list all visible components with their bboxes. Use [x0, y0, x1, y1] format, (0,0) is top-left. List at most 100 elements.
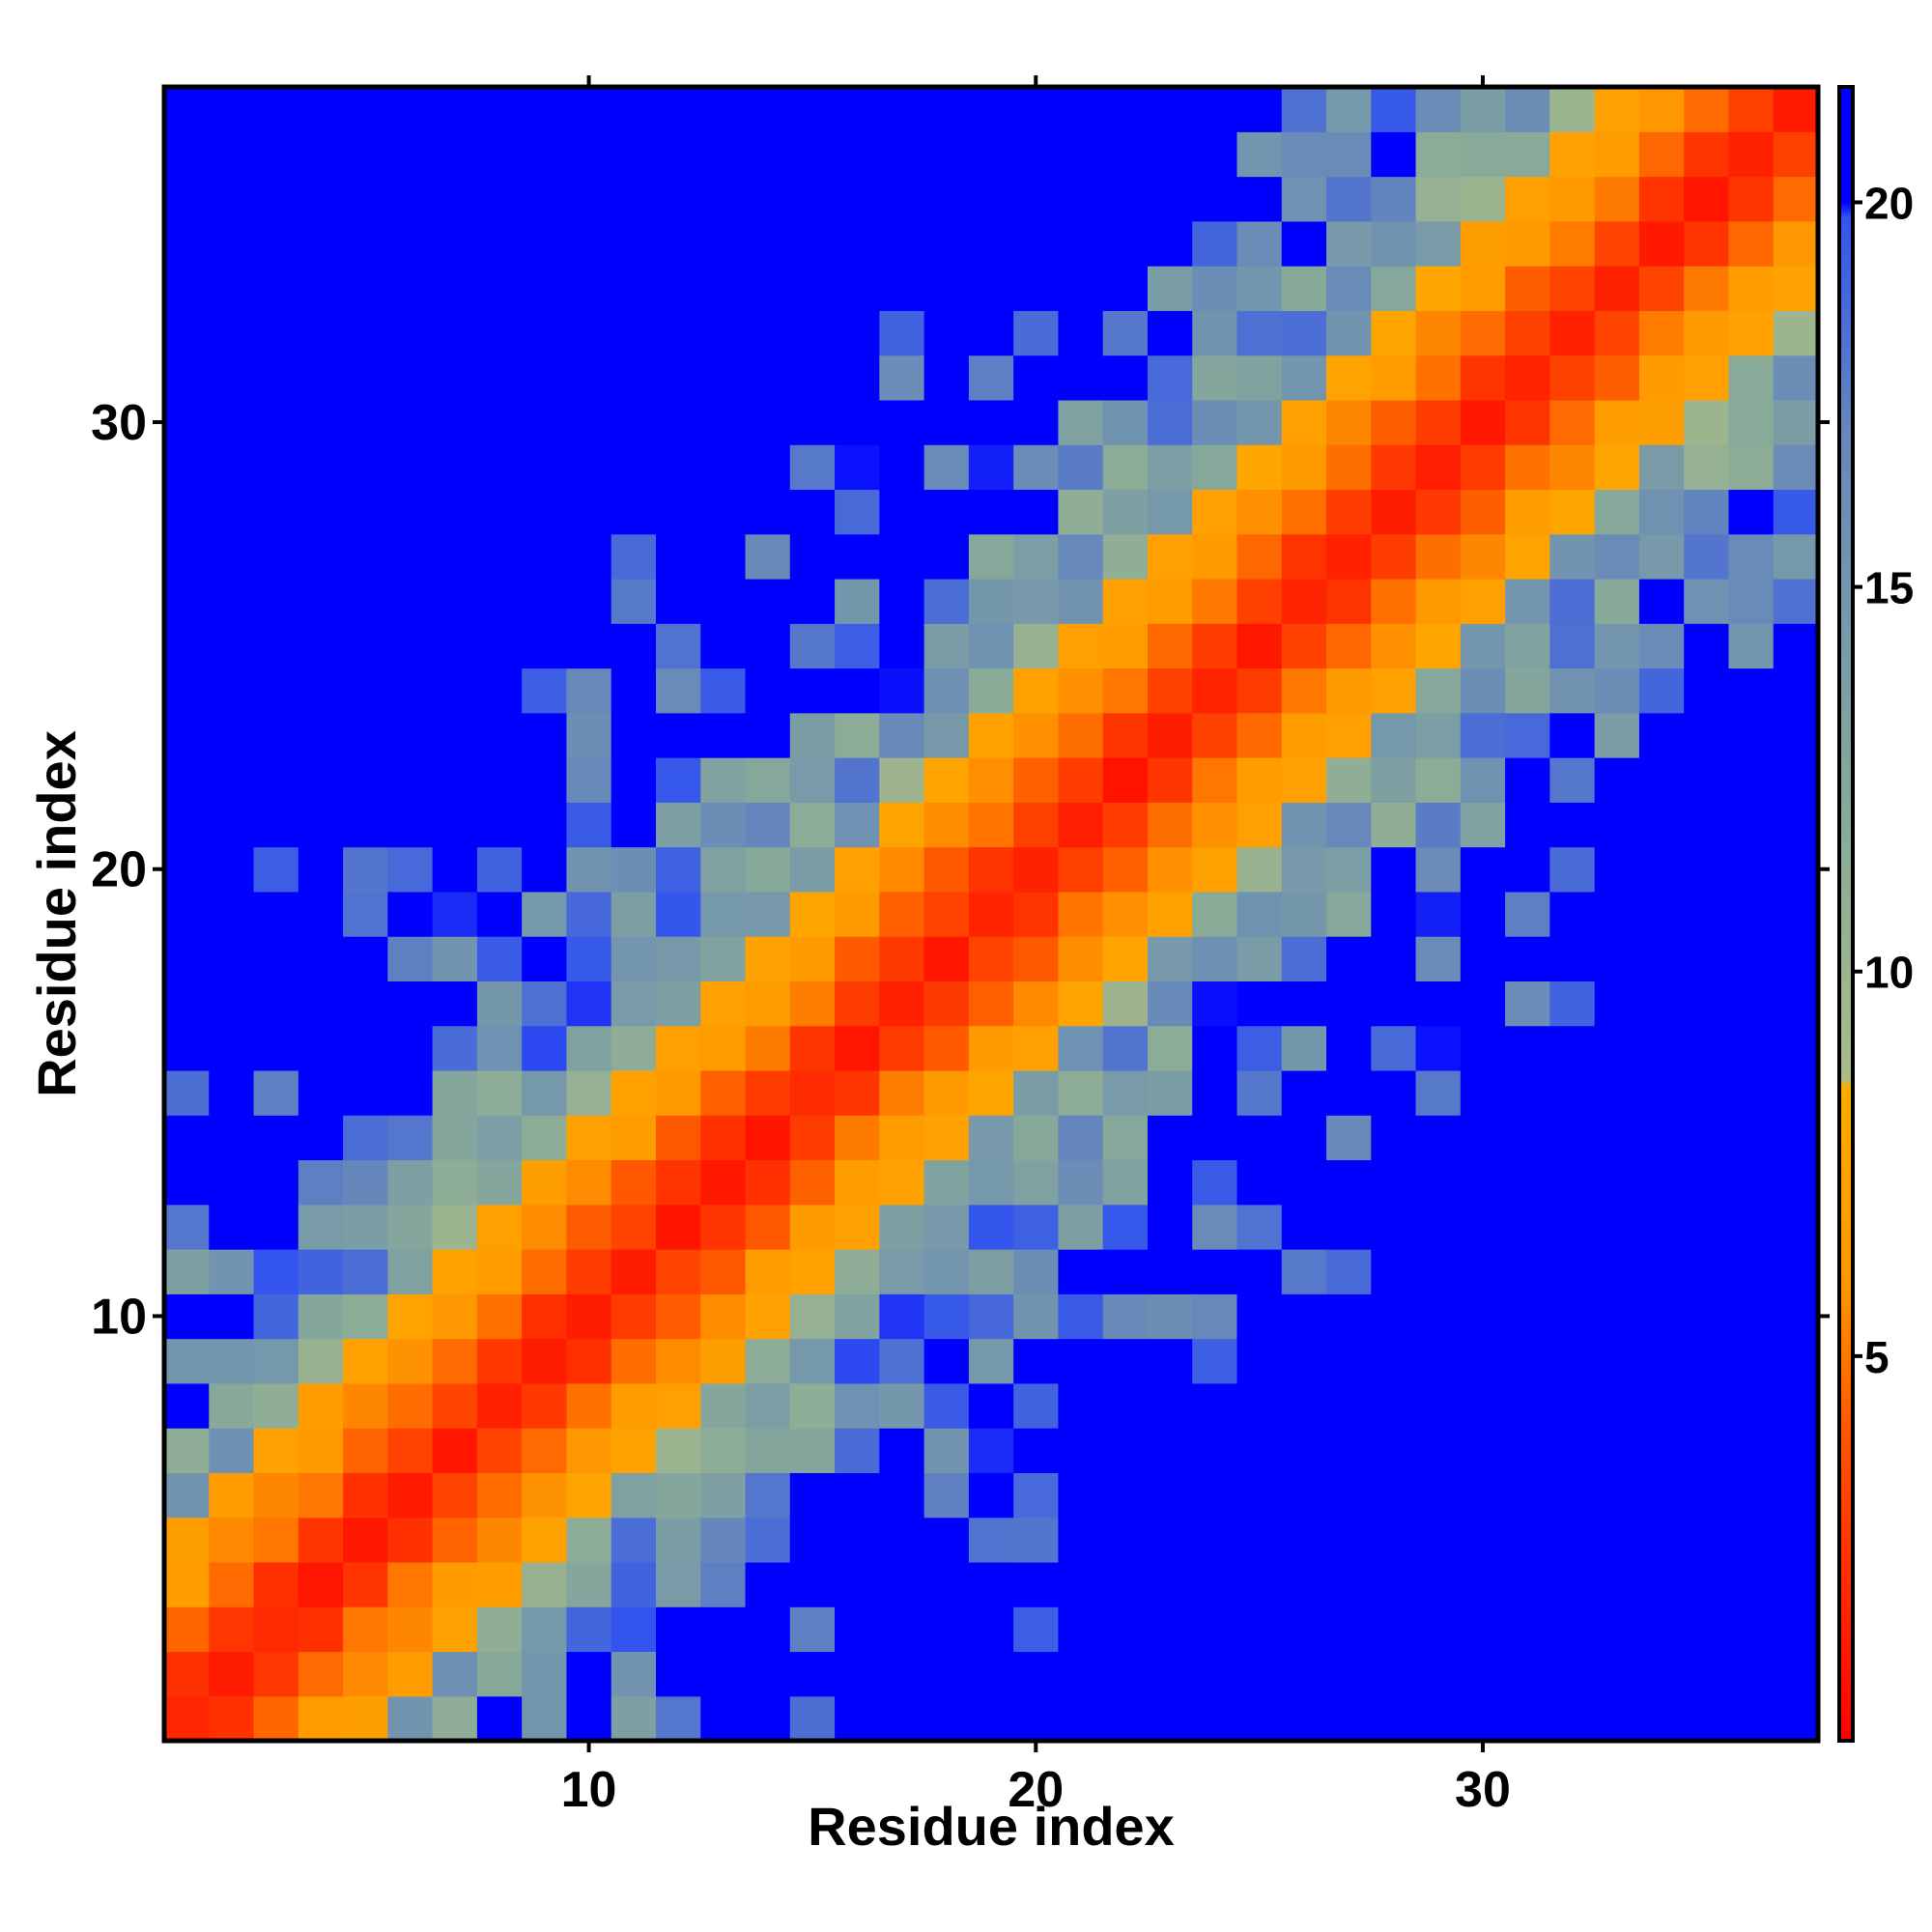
heatmap-cell: [1684, 87, 1730, 132]
heatmap-cell: [923, 310, 970, 356]
heatmap-cell: [1773, 936, 1819, 982]
heatmap-cell: [1326, 1115, 1372, 1161]
heatmap-cell: [1192, 712, 1238, 758]
heatmap-cell: [522, 444, 568, 491]
heatmap-cell: [835, 176, 880, 222]
heatmap-cell: [745, 1472, 791, 1519]
heatmap-cell: [655, 176, 701, 222]
heatmap-cell: [1371, 1338, 1417, 1384]
heatmap-cell: [1415, 802, 1462, 848]
heatmap-cell: [432, 623, 478, 669]
heatmap-cell: [1147, 623, 1193, 669]
heatmap-cell: [1684, 1651, 1730, 1697]
heatmap-cell: [655, 1338, 701, 1384]
heatmap-cell: [522, 1517, 568, 1563]
heatmap-cell: [611, 1025, 657, 1071]
heatmap-cell: [789, 1338, 836, 1384]
heatmap-cell: [611, 1561, 657, 1607]
heatmap-cell: [253, 266, 299, 311]
heatmap-cell: [1638, 712, 1685, 758]
heatmap-cell: [1460, 87, 1506, 132]
heatmap-cell: [1281, 1382, 1327, 1429]
heatmap-cell: [923, 668, 970, 714]
heatmap-cell: [253, 444, 299, 491]
heatmap-cell: [1281, 891, 1327, 937]
heatmap-cell: [566, 668, 612, 714]
colorbar: [1839, 87, 1853, 1741]
heatmap-cell: [1460, 1517, 1506, 1563]
heatmap-cell: [387, 1204, 434, 1250]
heatmap-cell: [789, 266, 836, 311]
heatmap-cell: [1326, 1204, 1372, 1250]
heatmap-cell: [1236, 355, 1283, 401]
heatmap-cell: [789, 1249, 836, 1294]
heatmap-cell: [298, 1204, 344, 1250]
heatmap-cell: [566, 87, 612, 132]
heatmap-cell: [1773, 1651, 1819, 1697]
heatmap-cell: [745, 1428, 791, 1473]
heatmap-cell: [387, 355, 434, 401]
heatmap-cell: [209, 1472, 255, 1519]
heatmap-cell: [1013, 355, 1060, 401]
heatmap-cell: [566, 757, 612, 803]
heatmap-cell: [1549, 1561, 1596, 1607]
heatmap-cell: [700, 399, 747, 445]
heatmap-cell: [253, 489, 299, 535]
heatmap-cell: [476, 757, 523, 803]
heatmap-cell: [298, 355, 344, 401]
heatmap-cell: [343, 355, 388, 401]
heatmap-cell: [789, 891, 836, 937]
heatmap-cell: [1147, 176, 1193, 222]
heatmap-cell: [1684, 444, 1730, 491]
heatmap-cell: [789, 399, 836, 445]
heatmap-cell: [1460, 1115, 1506, 1161]
heatmap-cell: [1594, 355, 1640, 401]
heatmap-cell: [1460, 936, 1506, 982]
heatmap-cell: [209, 936, 255, 982]
heatmap-cell: [476, 1651, 523, 1697]
heatmap-cell: [432, 266, 478, 311]
heatmap-cell: [1728, 176, 1775, 222]
x-axis-ticks: 10 20 30: [561, 75, 1511, 1818]
heatmap-cell: [1460, 846, 1506, 893]
heatmap-cell: [432, 980, 478, 1027]
heatmap-cell: [1192, 980, 1238, 1027]
heatmap-cell: [432, 757, 478, 803]
heatmap-cell: [432, 1428, 478, 1473]
heatmap-cell: [1505, 757, 1550, 803]
heatmap-cell: [1013, 533, 1060, 580]
heatmap-cell: [343, 1517, 388, 1563]
heatmap-cell: [655, 757, 701, 803]
heatmap-cell: [1638, 1651, 1685, 1697]
heatmap-cell: [968, 1338, 1014, 1384]
heatmap-cell: [1236, 1606, 1283, 1653]
heatmap-cell: [1013, 87, 1060, 132]
heatmap-cell: [1058, 489, 1104, 535]
heatmap-cell: [1460, 891, 1506, 937]
heatmap-cell: [1102, 87, 1149, 132]
heatmap-cell: [789, 533, 836, 580]
heatmap-cell: [1684, 310, 1730, 356]
heatmap-cell: [566, 578, 612, 624]
heatmap-cell: [1281, 399, 1327, 445]
heatmap-cell: [1058, 1204, 1104, 1250]
heatmap-cell: [1549, 355, 1596, 401]
heatmap-cell: [1728, 802, 1775, 848]
heatmap-cell: [1728, 533, 1775, 580]
heatmap-cell: [1638, 891, 1685, 937]
heatmap-cell: [923, 1428, 970, 1473]
heatmap-cell: [522, 623, 568, 669]
heatmap-cell: [700, 87, 747, 132]
heatmap-cell: [789, 1606, 836, 1653]
y-tick-label: 30: [91, 395, 147, 451]
heatmap-cell: [1371, 1249, 1417, 1294]
heatmap-cell: [1549, 1249, 1596, 1294]
heatmap-cell: [432, 712, 478, 758]
heatmap-cell: [1415, 87, 1462, 132]
heatmap-cell: [1460, 176, 1506, 222]
heatmap-cell: [1773, 1517, 1819, 1563]
heatmap-cell: [968, 802, 1014, 848]
heatmap-cell: [655, 1069, 701, 1116]
heatmap-cell: [1773, 668, 1819, 714]
heatmap-cell: [209, 489, 255, 535]
